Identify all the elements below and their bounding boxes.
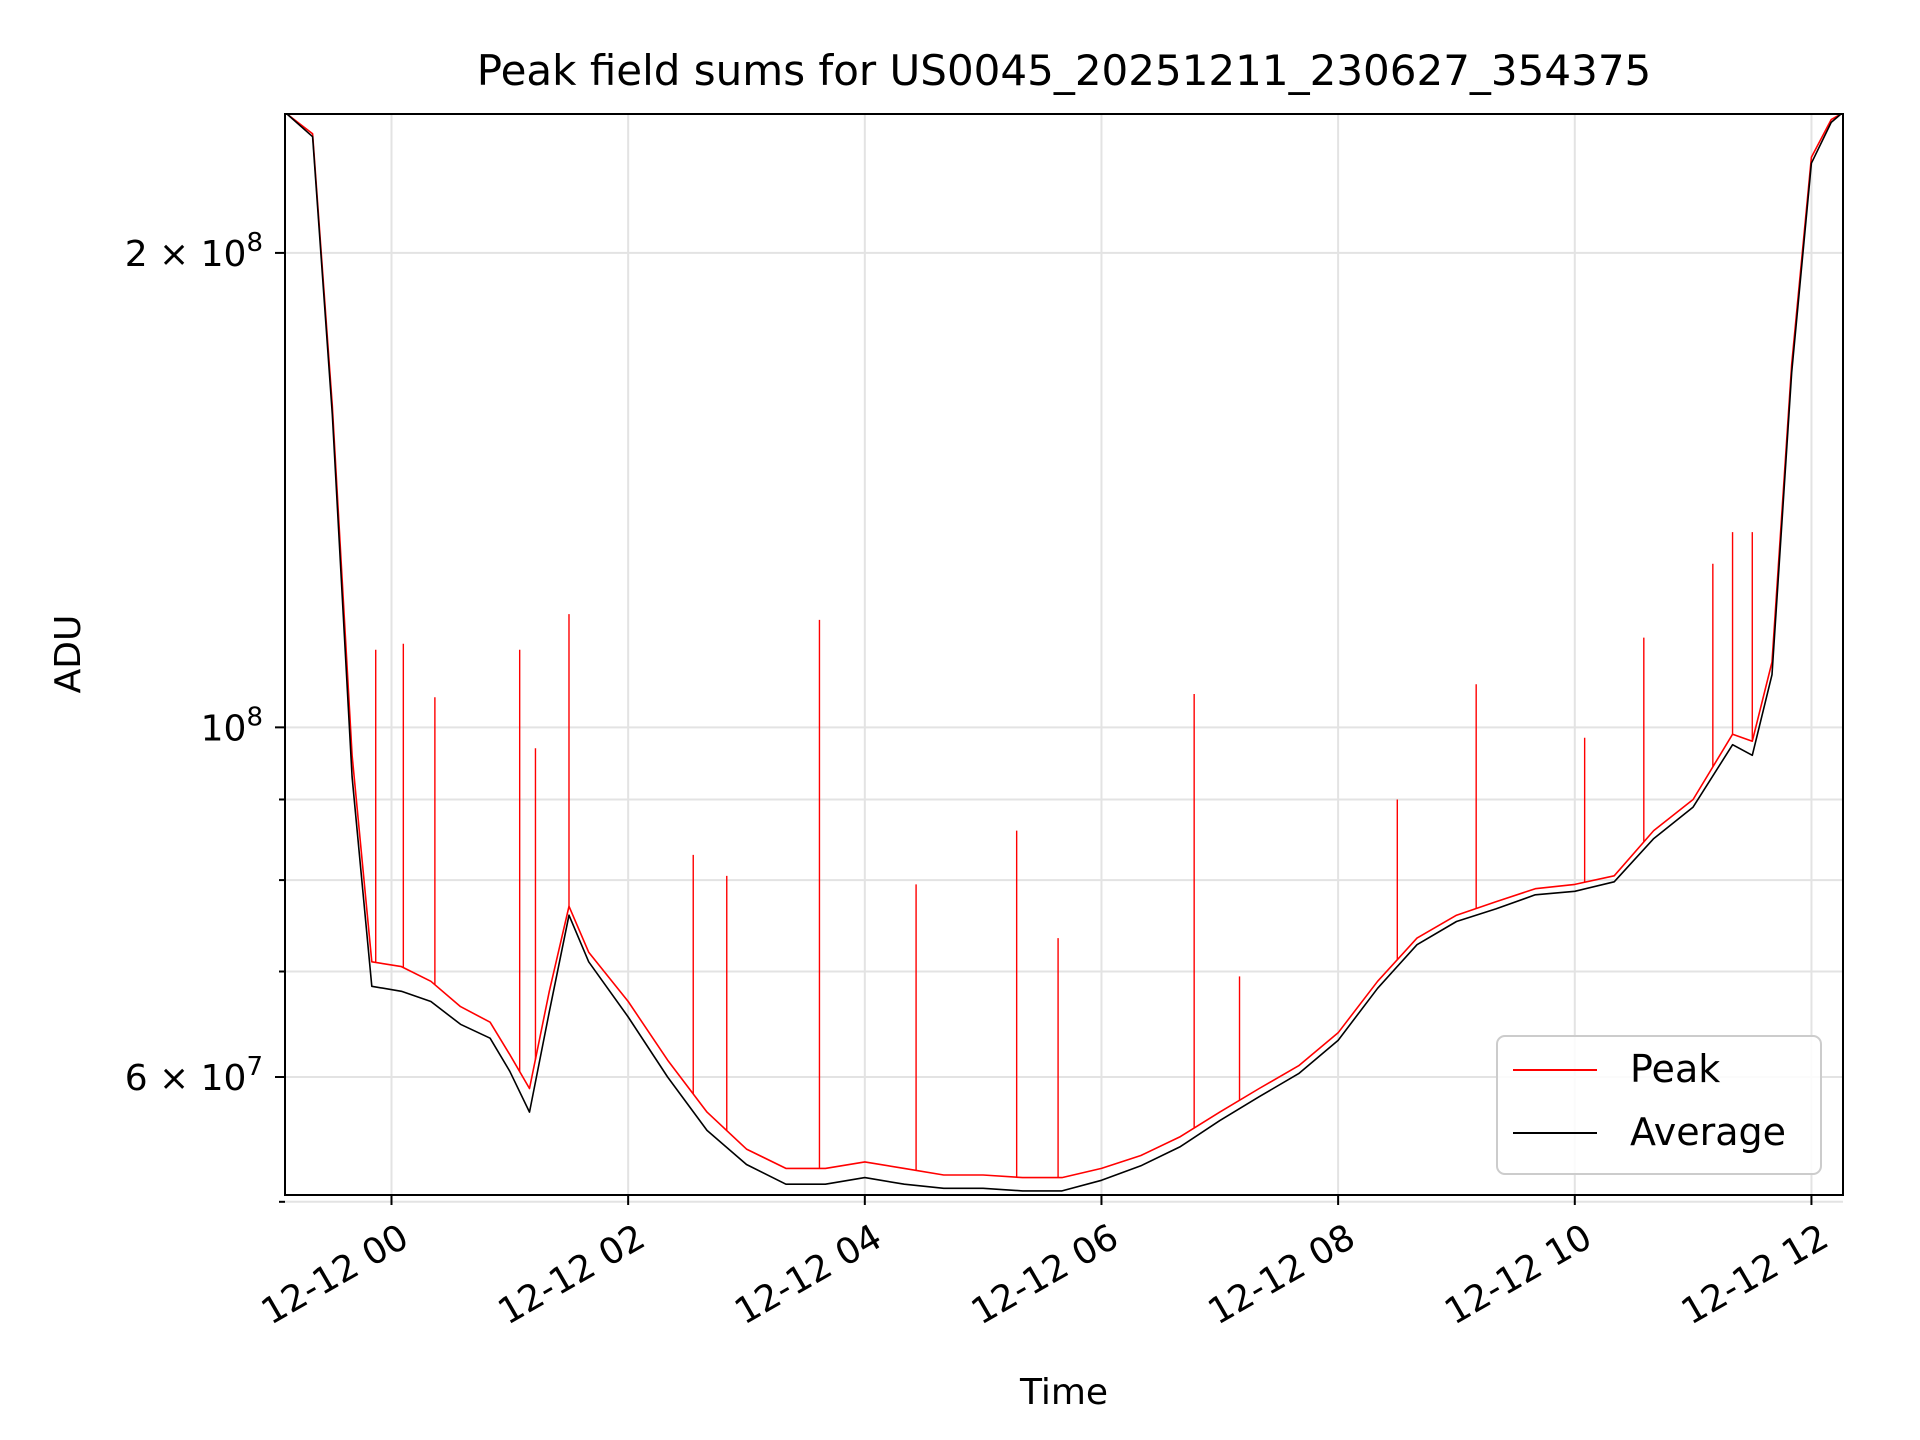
y-axis-label: ADU (48, 615, 89, 694)
y-tick-label-base: 10 (201, 708, 247, 749)
series-peak-line (286, 114, 1842, 1179)
plot-frame (284, 113, 1844, 1196)
y-tick-label-base: 2 × 10 (125, 234, 247, 275)
y-tick-label-exponent: 8 (246, 702, 263, 732)
series-average-line (286, 114, 1842, 1192)
legend: Peak Average (1496, 1035, 1822, 1175)
y-tick-label: 2 × 108 (125, 228, 263, 275)
y-tick-label: 108 (201, 702, 263, 749)
y-tick-label-base: 6 × 10 (125, 1058, 247, 1099)
legend-label-peak: Peak (1630, 1047, 1720, 1091)
y-tick-label: 6 × 107 (125, 1052, 263, 1099)
y-tick-label-exponent: 8 (246, 228, 263, 258)
chart-title: Peak field sums for US0045_20251211_2306… (477, 46, 1652, 95)
series-layer (286, 114, 1842, 1192)
legend-label-average: Average (1630, 1110, 1786, 1154)
x-axis-label: Time (1019, 1372, 1108, 1413)
y-tick-label-exponent: 7 (246, 1052, 263, 1082)
